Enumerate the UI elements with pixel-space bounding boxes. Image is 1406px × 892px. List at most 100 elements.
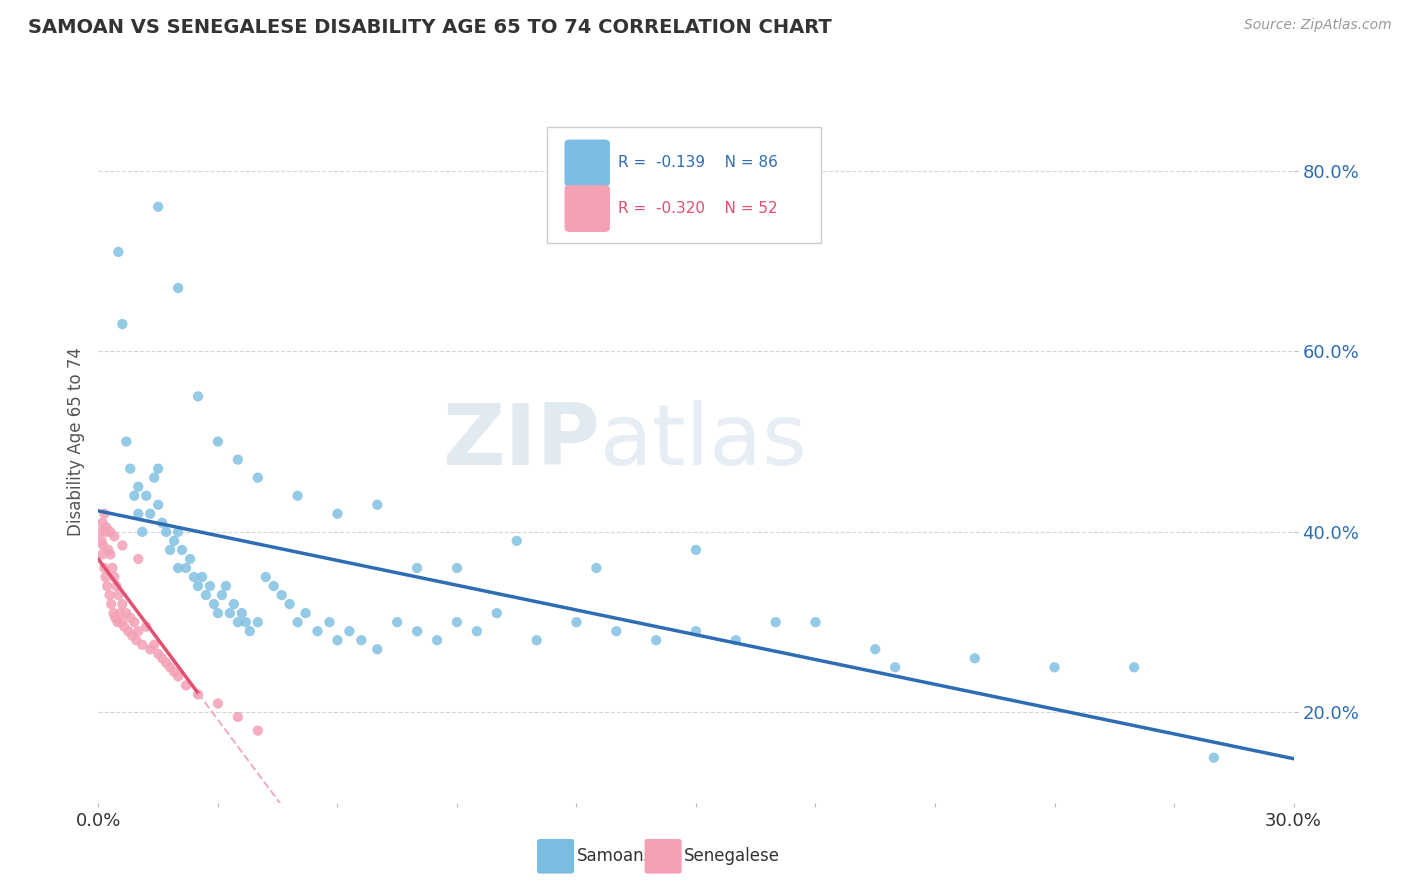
- Y-axis label: Disability Age 65 to 74: Disability Age 65 to 74: [66, 347, 84, 536]
- Point: [155, 656, 177, 670]
- Point: [270, 588, 292, 602]
- Point: [93, 561, 115, 575]
- Point: [231, 606, 253, 620]
- Point: [110, 606, 132, 620]
- Point: [131, 638, 153, 652]
- Point: [174, 678, 197, 692]
- Point: [121, 629, 143, 643]
- Point: [107, 588, 129, 602]
- Text: ZIP: ZIP: [443, 400, 600, 483]
- Point: [104, 610, 127, 624]
- Point: [159, 660, 181, 674]
- Point: [318, 615, 340, 630]
- Point: [1043, 660, 1066, 674]
- Point: [446, 615, 468, 630]
- FancyBboxPatch shape: [565, 185, 610, 232]
- Point: [307, 624, 329, 639]
- Text: Samoans: Samoans: [576, 847, 652, 865]
- Point: [605, 624, 627, 639]
- Point: [131, 524, 153, 539]
- Point: [326, 633, 349, 648]
- Point: [167, 561, 190, 575]
- Point: [127, 552, 149, 566]
- Point: [172, 542, 194, 557]
- Point: [326, 507, 349, 521]
- Point: [103, 529, 125, 543]
- Point: [110, 615, 132, 630]
- Point: [385, 615, 409, 630]
- Point: [287, 615, 309, 630]
- Point: [278, 597, 301, 611]
- Point: [884, 660, 907, 674]
- Point: [215, 579, 238, 593]
- Point: [366, 498, 388, 512]
- Point: [1123, 660, 1146, 674]
- Point: [765, 615, 787, 630]
- Point: [226, 452, 249, 467]
- Point: [135, 489, 157, 503]
- Point: [120, 461, 142, 475]
- Point: [207, 434, 229, 449]
- Point: [963, 651, 986, 665]
- Point: [526, 633, 548, 648]
- Point: [139, 507, 162, 521]
- Point: [135, 620, 157, 634]
- Point: [159, 542, 181, 557]
- Point: [124, 489, 146, 503]
- Point: [406, 561, 429, 575]
- Point: [150, 651, 173, 665]
- Point: [183, 570, 205, 584]
- Point: [585, 561, 607, 575]
- Point: [211, 588, 233, 602]
- Point: [91, 538, 114, 552]
- Point: [263, 579, 285, 593]
- Point: [179, 552, 201, 566]
- Point: [565, 615, 588, 630]
- Point: [226, 615, 249, 630]
- Point: [90, 533, 112, 548]
- Point: [117, 624, 139, 639]
- FancyBboxPatch shape: [644, 838, 682, 873]
- Text: R =  -0.320    N = 52: R = -0.320 N = 52: [619, 201, 778, 216]
- Point: [163, 665, 186, 679]
- Point: [645, 633, 668, 648]
- Point: [111, 317, 134, 331]
- Point: [127, 480, 149, 494]
- Point: [120, 610, 142, 624]
- Point: [446, 561, 468, 575]
- Point: [246, 723, 269, 738]
- Point: [124, 615, 146, 630]
- Point: [174, 561, 197, 575]
- Point: [195, 588, 218, 602]
- Point: [202, 597, 225, 611]
- Text: SAMOAN VS SENEGALESE DISABILITY AGE 65 TO 74 CORRELATION CHART: SAMOAN VS SENEGALESE DISABILITY AGE 65 T…: [28, 18, 832, 37]
- Point: [148, 461, 170, 475]
- Point: [235, 615, 257, 630]
- Text: Source: ZipAtlas.com: Source: ZipAtlas.com: [1244, 18, 1392, 32]
- Point: [167, 524, 190, 539]
- Point: [239, 624, 262, 639]
- Point: [115, 606, 138, 620]
- Point: [139, 642, 162, 657]
- Point: [91, 516, 114, 530]
- Point: [191, 570, 214, 584]
- Point: [148, 498, 170, 512]
- Point: [406, 624, 429, 639]
- Point: [198, 579, 221, 593]
- Point: [246, 615, 269, 630]
- Point: [98, 588, 121, 602]
- Point: [1202, 750, 1225, 764]
- Point: [246, 470, 269, 484]
- Point: [127, 624, 149, 639]
- Point: [294, 606, 316, 620]
- Point: [98, 524, 122, 539]
- Point: [107, 615, 129, 630]
- Point: [465, 624, 488, 639]
- Text: Senegalese: Senegalese: [685, 847, 780, 865]
- Point: [111, 538, 134, 552]
- Point: [105, 579, 128, 593]
- Point: [207, 606, 229, 620]
- Point: [96, 520, 118, 534]
- Point: [115, 434, 138, 449]
- Point: [125, 633, 148, 648]
